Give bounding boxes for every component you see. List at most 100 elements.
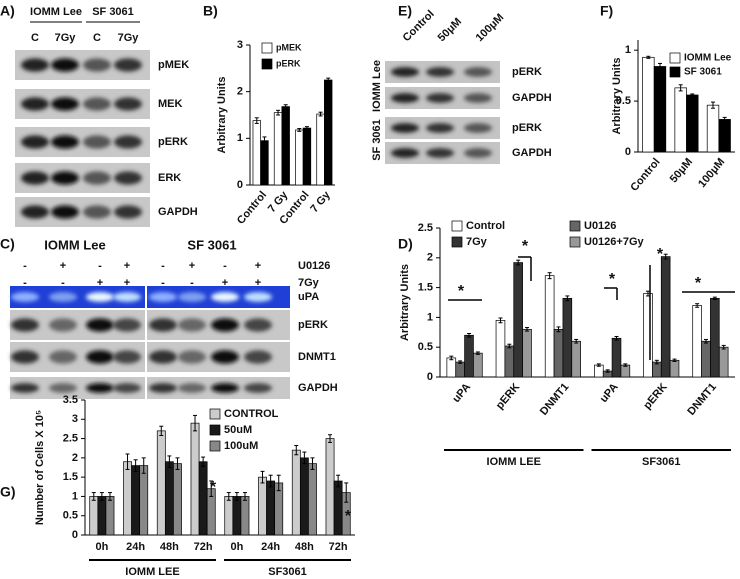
y-tick-label: 0.5 xyxy=(616,95,631,107)
x-tick-label: 100μM xyxy=(696,156,727,190)
legend-label: 100uM xyxy=(224,440,258,452)
sign: + xyxy=(189,260,195,272)
blot-band xyxy=(11,318,39,332)
bar xyxy=(302,127,312,186)
cell-line-label: SF 3061 xyxy=(371,119,383,161)
lane-label: 7Gy xyxy=(118,32,140,44)
group-label: IOMM LEE xyxy=(125,566,179,578)
blot-band xyxy=(11,292,39,302)
x-tick-label: Control xyxy=(628,156,662,194)
bar xyxy=(692,305,702,378)
error-bar xyxy=(574,338,579,344)
legend-swatch xyxy=(261,42,273,54)
blot-band xyxy=(464,148,492,158)
blot-band xyxy=(114,58,142,72)
blot-band xyxy=(21,171,49,185)
legend-label: SF 3061 xyxy=(684,67,722,78)
error-bar xyxy=(302,451,307,465)
group-label: SF3061 xyxy=(642,456,681,468)
blot-band xyxy=(21,97,49,111)
error-bar xyxy=(458,360,463,364)
row-label: pMEK xyxy=(158,59,189,71)
error-bar xyxy=(672,358,677,363)
bar xyxy=(281,106,290,186)
blot-band xyxy=(244,383,272,393)
panel-label: E) xyxy=(398,3,412,19)
bar xyxy=(653,66,667,153)
blot-band xyxy=(11,350,39,364)
blot-band xyxy=(391,148,419,158)
blot-band xyxy=(113,350,141,364)
sign: + xyxy=(97,277,103,289)
bar xyxy=(643,293,653,378)
panel-label: C) xyxy=(0,236,15,252)
bar xyxy=(316,113,325,186)
error-bar xyxy=(193,414,198,432)
error-bar xyxy=(711,101,716,109)
x-tick-label: 24h xyxy=(126,541,145,553)
bar xyxy=(260,140,269,186)
y-tick-label: 1 xyxy=(72,490,78,502)
y-tick-label: 2.5 xyxy=(63,432,78,444)
lane-label: 100μM xyxy=(474,11,507,44)
legend-swatch xyxy=(209,440,221,452)
error-bar xyxy=(596,363,601,367)
error-bar xyxy=(159,425,164,436)
y-axis-title: Arbitrary Units xyxy=(216,76,228,153)
bar xyxy=(266,480,276,536)
error-bar xyxy=(125,453,130,470)
row-label: GAPDH xyxy=(512,92,552,104)
error-bar xyxy=(712,296,717,301)
error-bar xyxy=(91,492,96,501)
bar xyxy=(701,340,711,378)
bar xyxy=(660,256,671,378)
error-bar xyxy=(605,369,610,373)
bar xyxy=(224,496,234,536)
blot-band xyxy=(83,58,111,72)
bar xyxy=(544,275,555,378)
error-bar xyxy=(703,338,708,344)
error-bar xyxy=(276,474,281,492)
bar xyxy=(706,104,720,153)
y-tick-label: 3 xyxy=(72,413,78,425)
error-bar xyxy=(678,84,683,92)
bar xyxy=(464,334,474,378)
blot-band xyxy=(49,292,77,302)
blot-band xyxy=(114,97,142,111)
lane-label: 7Gy xyxy=(55,32,77,44)
error-bar xyxy=(336,474,341,488)
error-bar xyxy=(657,62,662,71)
bar xyxy=(198,461,208,536)
bar xyxy=(571,340,581,378)
sign: + xyxy=(124,277,130,289)
error-bar xyxy=(475,351,480,355)
sign: + xyxy=(222,277,228,289)
error-bar xyxy=(690,93,695,97)
blot-band xyxy=(49,318,77,332)
row-label: pERK xyxy=(512,66,542,78)
significance-star: * xyxy=(458,283,465,300)
error-bar xyxy=(344,482,349,503)
legend-swatch xyxy=(209,408,221,420)
blot-band xyxy=(83,135,111,149)
bar xyxy=(333,480,343,536)
error-bar xyxy=(663,253,668,260)
legend-label: Control xyxy=(466,220,505,232)
error-bar xyxy=(449,355,454,361)
bar xyxy=(97,496,107,536)
error-bar xyxy=(242,492,247,501)
x-tick-label: 0h xyxy=(95,541,108,553)
bar xyxy=(553,328,564,378)
error-bar xyxy=(99,492,104,501)
bar xyxy=(446,357,457,378)
bar xyxy=(156,430,166,536)
condition-label: 7Gy xyxy=(298,277,320,289)
y-tick-label: 0 xyxy=(237,179,243,191)
error-bar xyxy=(133,459,138,472)
group-label: SF 3061 xyxy=(92,6,134,18)
bar xyxy=(718,119,731,153)
blot-band xyxy=(21,205,49,219)
y-tick-label: 0 xyxy=(625,146,631,158)
blot-band xyxy=(83,171,111,185)
